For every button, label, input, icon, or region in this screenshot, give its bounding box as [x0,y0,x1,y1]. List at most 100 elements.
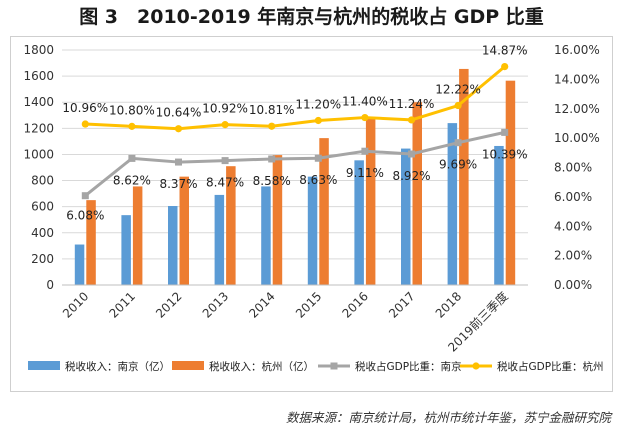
left-tick-label: 400 [31,226,54,240]
point-hangzhou [221,121,229,129]
data-labels: 6.08% 8.62% 8.37% 8.47% 8.58% 8.63% 9.11% 8.92%… [62,44,527,223]
x-tick-label: 2014 [246,289,277,320]
left-tick-label: 1400 [23,95,54,109]
right-tick-label: 0.00% [554,278,592,292]
bar-hangzhou [272,155,283,285]
point-hangzhou [81,120,89,128]
point-hangzhou [361,113,369,122]
left-tick-label: 1800 [23,43,54,57]
point-hangzhou [314,116,322,125]
line-hangzhou [85,65,506,131]
bar-nanjing [168,206,178,285]
right-axis-ticks: 0.00% 2.00% 4.00% 6.00% 8.00% 10.00% 12.00% 14.… [554,43,600,292]
bar-hangzhou [86,200,96,285]
right-tick-label: 10.00% [554,131,600,145]
bars [74,68,516,286]
left-axis-ticks: 0 200 400 600 800 1000 1200 1400 1600 1800 [23,43,54,292]
legend-label: 税收收入：南京（亿） [65,360,170,373]
chart-frame [10,36,613,392]
data-label-nanjing: 8.92% [392,169,430,183]
data-label-hangzhou: 10.80% [109,103,155,117]
bar-nanjing [261,186,271,285]
data-label-nanjing: 6.08% [66,209,104,223]
legend: 税收收入：南京（亿） 税收收入：杭州（亿） 税收占GDP比重：南京 税收占GDP比重：… [28,360,604,373]
left-tick-label: 1600 [23,69,54,83]
right-tick-label: 12.00% [554,102,600,116]
bar-hangzhou [179,176,189,285]
data-label-hangzhou: 11.24% [389,97,435,111]
line-nanjing [84,130,506,197]
left-tick-label: 800 [31,174,54,188]
left-tick-label: 1200 [23,121,54,135]
bar-hangzhou [319,138,329,285]
point-nanjing [221,157,229,165]
data-label-nanjing: 9.69% [439,158,477,172]
x-tick-label: 2012 [153,289,184,320]
legend-marker [330,362,338,370]
bar-nanjing [401,148,411,285]
legend-swatch [28,361,60,370]
data-label-nanjing: 9.11% [346,166,384,180]
left-tick-label: 0 [46,278,54,292]
point-nanjing [81,192,89,200]
data-label-nanjing: 10.39% [482,147,528,161]
bar-nanjing [121,215,131,285]
x-tick-label: 2010 [60,289,91,320]
legend-swatch [172,361,204,370]
point-hangzhou [454,101,462,110]
bar-nanjing [214,194,225,285]
point-hangzhou [268,122,276,130]
point-nanjing [501,128,509,136]
data-label-hangzhou: 10.64% [156,106,202,120]
chart-title: 图 3 2010-2019 年南京与杭州的税收占 GDP 比重 [79,6,544,28]
bar-hangzhou [412,102,422,285]
bar-hangzhou [459,68,469,285]
legend-marker [472,362,480,370]
x-axis-ticks: 2010 2011 2012 2013 2014 2015 2016 2017 20182019… [60,284,528,355]
data-label-nanjing: 8.62% [113,173,151,187]
point-hangzhou [407,116,416,124]
right-tick-label: 6.00% [554,190,592,204]
x-tick-label: 2011 [107,289,138,320]
data-label-hangzhou: 11.40% [342,95,388,109]
legend-label: 税收占GDP比重：杭州 [497,360,604,373]
x-tick-label: 2015 [293,289,324,320]
data-label-hangzhou: 12.22% [435,83,481,97]
point-nanjing [128,154,136,162]
right-tick-label: 16.00% [554,43,600,57]
right-tick-label: 4.00% [554,219,592,233]
bar-hangzhou [132,186,143,285]
point-nanjing [408,150,415,158]
x-tick-label: 2017 [386,289,417,320]
point-hangzhou [128,122,136,130]
data-label-hangzhou: 10.92% [202,102,248,116]
bar-hangzhou [226,166,236,285]
data-label-nanjing: 8.47% [206,176,244,190]
source-note: 数据来源：南京统计局，杭州市统计年鉴，苏宁金融研究院 [285,410,611,425]
left-tick-label: 200 [31,252,54,266]
bar-hangzhou [365,118,376,286]
bar-nanjing [447,123,458,285]
x-tick-label: 2013 [200,289,231,320]
bar-hangzhou [505,80,516,285]
bar-nanjing [307,176,318,285]
right-tick-label: 8.00% [554,161,592,175]
data-label-nanjing: 8.37% [159,177,197,191]
legend-label: 税收收入：杭州（亿） [209,360,314,373]
data-label-hangzhou: 14.87% [482,44,528,58]
left-tick-label: 1000 [23,147,54,161]
bar-nanjing [354,160,364,285]
bar-nanjing [494,145,504,285]
point-nanjing [175,158,182,166]
data-label-hangzhou: 11.20% [295,98,341,112]
data-label-hangzhou: 10.96% [62,101,108,115]
x-tick-label: 2018 [433,289,464,320]
point-nanjing [268,155,276,163]
x-tick-label: 2016 [340,289,371,320]
data-label-nanjing: 8.63% [299,173,337,187]
point-hangzhou [501,62,509,71]
point-nanjing [361,147,369,155]
point-nanjing [314,154,322,162]
point-hangzhou [174,125,183,133]
